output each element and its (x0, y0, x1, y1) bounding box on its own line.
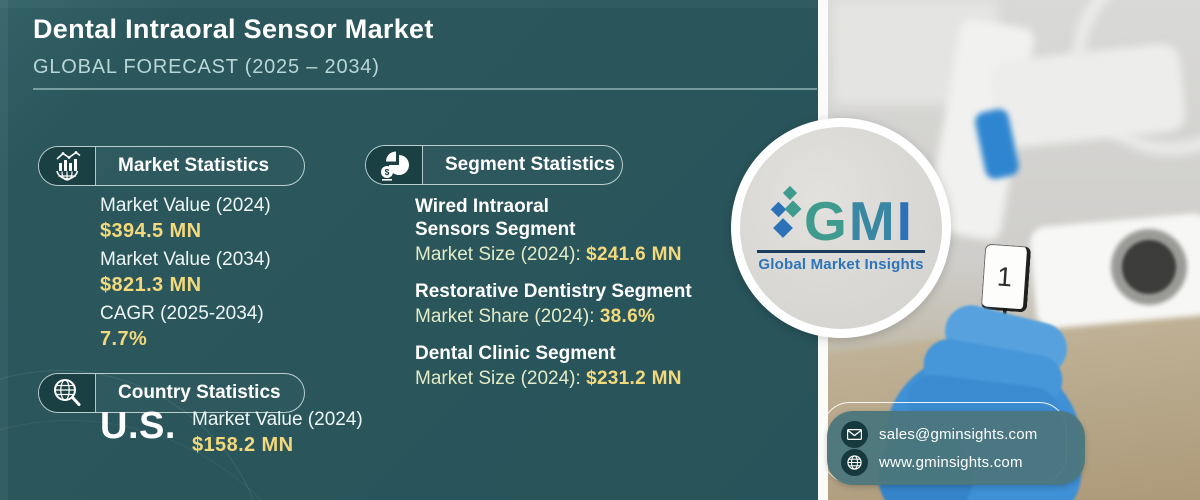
logo-letter-g: G (804, 189, 847, 252)
stat-label: Market Value (2024) (100, 195, 271, 216)
website-link[interactable]: www.gminsights.com (841, 448, 1071, 476)
country-statistics-header: Country Statistics (38, 373, 305, 413)
country-statistics-label: Country Statistics (118, 382, 281, 403)
segment-stat-item: Dental Clinic Segment Market Size (2024)… (415, 342, 692, 392)
metric-value: $241.6 MN (586, 244, 682, 265)
metric-label: Market Size (2024): (415, 244, 581, 265)
segment-metric: Market Size (2024): $231.2 MN (415, 365, 692, 392)
metric-value: $231.2 MN (586, 368, 682, 389)
market-stat-item: Market Value (2034) $821.3 MN (100, 248, 271, 298)
stats-panel: Dental Intraoral Sensor Market GLOBAL FO… (0, 0, 818, 500)
market-statistics-header: Market Statistics (38, 146, 305, 186)
stat-label: Market Value (2034) (100, 249, 271, 270)
gmi-logo: G M I (770, 184, 912, 252)
segment-name: Restorative Dentistry Segment (415, 281, 692, 302)
segment-name: Wired Intraoral (415, 196, 549, 217)
stat-label: Market Value (2024) (192, 409, 363, 430)
email-text: sales@gminsights.com (879, 425, 1038, 443)
logo-underline (757, 249, 925, 253)
metric-label: Market Share (2024): (415, 306, 595, 327)
metric-value: 38.6% (599, 306, 656, 327)
country-stat-item: Market Value (2024) $158.2 MN (192, 408, 363, 458)
logo-letter-m: M (848, 189, 895, 252)
segment-stat-item: Restorative Dentistry Segment Market Sha… (415, 280, 692, 330)
segment-metric: Market Share (2024): 38.6% (415, 303, 692, 330)
gmi-logo-badge: G M I Global Market Insights (731, 118, 951, 338)
logo-tagline: Global Market Insights (758, 255, 924, 273)
stat-value: $158.2 MN (192, 434, 294, 456)
email-link[interactable]: sales@gminsights.com (841, 420, 1071, 448)
segment-statistics-label: Segment Statistics (445, 154, 615, 175)
contact-card: sales@gminsights.com www.gminsights.com (827, 411, 1085, 485)
logo-letter-i: I (896, 189, 912, 252)
market-statistics-label: Market Statistics (118, 155, 270, 176)
segment-metric: Market Size (2024): $241.6 MN (415, 241, 692, 268)
market-stat-item: CAGR (2025-2034) 7.7% (100, 302, 271, 352)
market-stat-item: Market Value (2024) $394.5 MN (100, 194, 271, 244)
segment-name: Sensors Segment (415, 219, 576, 240)
xray-cone-opening-inner (1122, 240, 1176, 294)
pie-chart-dollar-icon: $ (366, 146, 423, 184)
segment-name: Dental Clinic Segment (415, 343, 616, 364)
stat-value: 7.7% (100, 328, 148, 350)
segment-stat-item: Wired Intraoral Sensors Segment Market S… (415, 195, 692, 268)
svg-text:$: $ (385, 167, 390, 177)
website-globe-icon (841, 448, 868, 476)
globe-chart-icon (39, 147, 96, 185)
globe-magnifier-icon (39, 374, 96, 412)
segment-statistics-header: $ Segment Statistics (365, 145, 623, 185)
forecast-subtitle: GLOBAL FORECAST (2025 – 2034) (33, 56, 380, 78)
email-icon (841, 420, 868, 448)
metric-label: Market Size (2024): (415, 368, 581, 389)
market-statistics-list: Market Value (2024) $394.5 MN Market Val… (100, 194, 271, 356)
country-name: U.S. (100, 405, 176, 447)
website-text: www.gminsights.com (879, 453, 1023, 471)
page-title: Dental Intraoral Sensor Market (33, 14, 434, 44)
stat-value: $394.5 MN (100, 220, 202, 242)
segment-statistics-list: Wired Intraoral Sensors Segment Market S… (415, 195, 692, 404)
title-divider (33, 88, 817, 90)
stat-label: CAGR (2025-2034) (100, 303, 264, 324)
stat-value: $821.3 MN (100, 274, 202, 296)
gmi-diamonds-icon (770, 185, 802, 238)
